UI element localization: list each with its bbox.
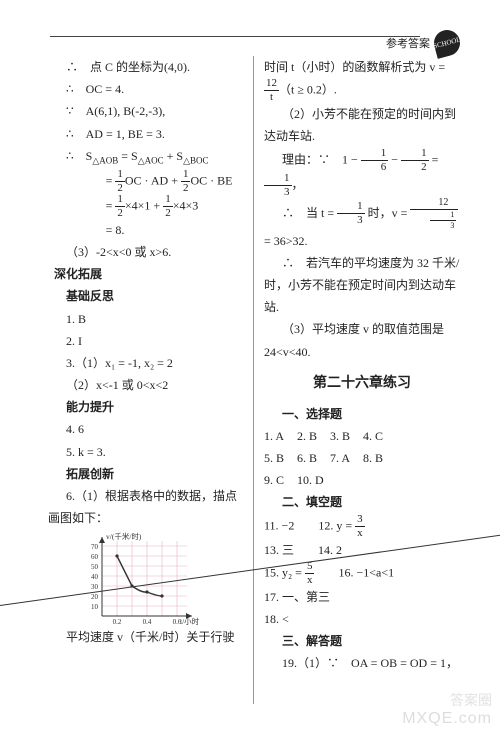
left-column: ∴ 点 C 的坐标为(4,0). ∴ OC = 4. ∵ A(6,1), B(-… — [48, 56, 254, 704]
equation-line: = 12×4×1 + 12×4×3 — [48, 194, 245, 219]
school-badge-icon: SCHOOL — [431, 27, 463, 59]
svg-text:70: 70 — [91, 543, 99, 551]
text-line: 理由：∵ 1 − 16 − 12 = 13， — [264, 148, 460, 198]
svg-text:0.4: 0.4 — [143, 618, 152, 626]
answer-row: 1. A 2. B 3. B 4. C — [264, 425, 460, 447]
section-heading: 二、填空题 — [264, 491, 460, 513]
fraction: 12 — [401, 148, 429, 173]
answer-line: 19.（1）∵ OA = OB = OD = 1， — [264, 652, 460, 674]
sub-section: 拓展创新 — [48, 463, 245, 485]
answer-line: 17. 一、第三 — [264, 586, 460, 608]
fraction: 1213 — [410, 198, 458, 230]
answer-line: 13. 三 14. 2 — [264, 539, 460, 561]
equation-line: = 12OC · AD + 12OC · BE — [48, 169, 245, 194]
text-line: ∴ S△AOB = S△AOC + S△BOC — [48, 145, 245, 169]
answer-line: 6.（1）根据表格中的数据，描点画图如下： — [48, 485, 245, 529]
answer-line: 2. I — [48, 330, 245, 352]
svg-text:60: 60 — [91, 553, 99, 561]
answer-line: 4. 6 — [48, 418, 245, 440]
answer-line: 3.（1）x₁ = -1, x₂ = 2 — [48, 352, 245, 374]
svg-text:0.2: 0.2 — [113, 618, 122, 626]
section-heading: 三、解答题 — [264, 630, 460, 652]
answer-line: （2）x<-1 或 0<x<2 — [48, 374, 245, 396]
page-header: 参考答案 SCHOOL — [386, 30, 460, 56]
svg-text:40: 40 — [91, 573, 99, 581]
fraction: 13 — [337, 201, 365, 226]
fraction: 16 — [361, 148, 389, 173]
text-line: 平均速度 v（千米/时）关于行驶 — [48, 626, 245, 648]
svg-text:10: 10 — [91, 603, 99, 611]
fraction: 12t — [264, 78, 279, 103]
text-line: ∴ AD = 1, BE = 3. — [48, 123, 245, 145]
text-line: ∴ 当 t = 13 时，v = 1213 = 36>32. — [264, 198, 460, 252]
watermark-text: 答案圈 — [450, 690, 492, 710]
text-line: （3）平均速度 v 的取值范围是 24<v<40. — [264, 318, 460, 362]
fraction: 12 — [163, 194, 173, 219]
section-title: 深化拓展 — [48, 263, 245, 285]
fraction: 3x — [355, 514, 365, 539]
svg-text:t/小时: t/小时 — [180, 616, 200, 626]
chapter-title: 第二十六章练习 — [264, 371, 460, 397]
text-line: ∴ 若汽车的平均速度为 32 千米/时，小芳不能在预定时间内到达动车站. — [264, 252, 460, 319]
fraction: 13 — [264, 173, 292, 198]
header-rule — [50, 36, 420, 37]
text-line: ∴ 点 C 的坐标为(4,0). — [48, 56, 245, 78]
svg-text:v/(千米/时): v/(千米/时) — [106, 531, 142, 541]
sub-section: 基础反思 — [48, 285, 245, 307]
text-line: 时间 t（小时）的函数解析式为 v = — [264, 56, 460, 78]
fraction: 12 — [115, 169, 125, 194]
answer-line: 5. k = 3. — [48, 441, 245, 463]
answer-row: 5. B 6. B 7. A 8. B — [264, 447, 460, 469]
answer-line: 1. B — [48, 308, 245, 330]
svg-text:50: 50 — [91, 563, 99, 571]
right-column: 时间 t（小时）的函数解析式为 v = 12t（t ≥ 0.2）. （2）小芳不… — [254, 56, 460, 704]
text-line: 12t（t ≥ 0.2）. — [264, 78, 460, 103]
header-label: 参考答案 — [386, 35, 430, 51]
sub-section: 能力提升 — [48, 396, 245, 418]
text-line: （3）-2<x<0 或 x>6. — [48, 241, 245, 263]
answer-line: 18. < — [264, 608, 460, 630]
text-line: ∵ A(6,1), B(-2,-3), — [48, 100, 245, 122]
answer-row: 9. C 10. D — [264, 469, 460, 491]
text-line: ∴ OC = 4. — [48, 78, 245, 100]
answer-line: 11. −2 12. y = 3x — [264, 514, 460, 539]
fraction: 12 — [115, 194, 125, 219]
text-line: （2）小芳不能在预定的时间内到达动车站. — [264, 103, 460, 147]
content-columns: ∴ 点 C 的坐标为(4,0). ∴ OC = 4. ∵ A(6,1), B(-… — [48, 56, 460, 704]
equation-line: = 8. — [48, 219, 245, 241]
section-heading: 一、选择题 — [264, 403, 460, 425]
watermark-url: MXQE.com — [402, 710, 492, 728]
svg-text:20: 20 — [91, 593, 99, 601]
